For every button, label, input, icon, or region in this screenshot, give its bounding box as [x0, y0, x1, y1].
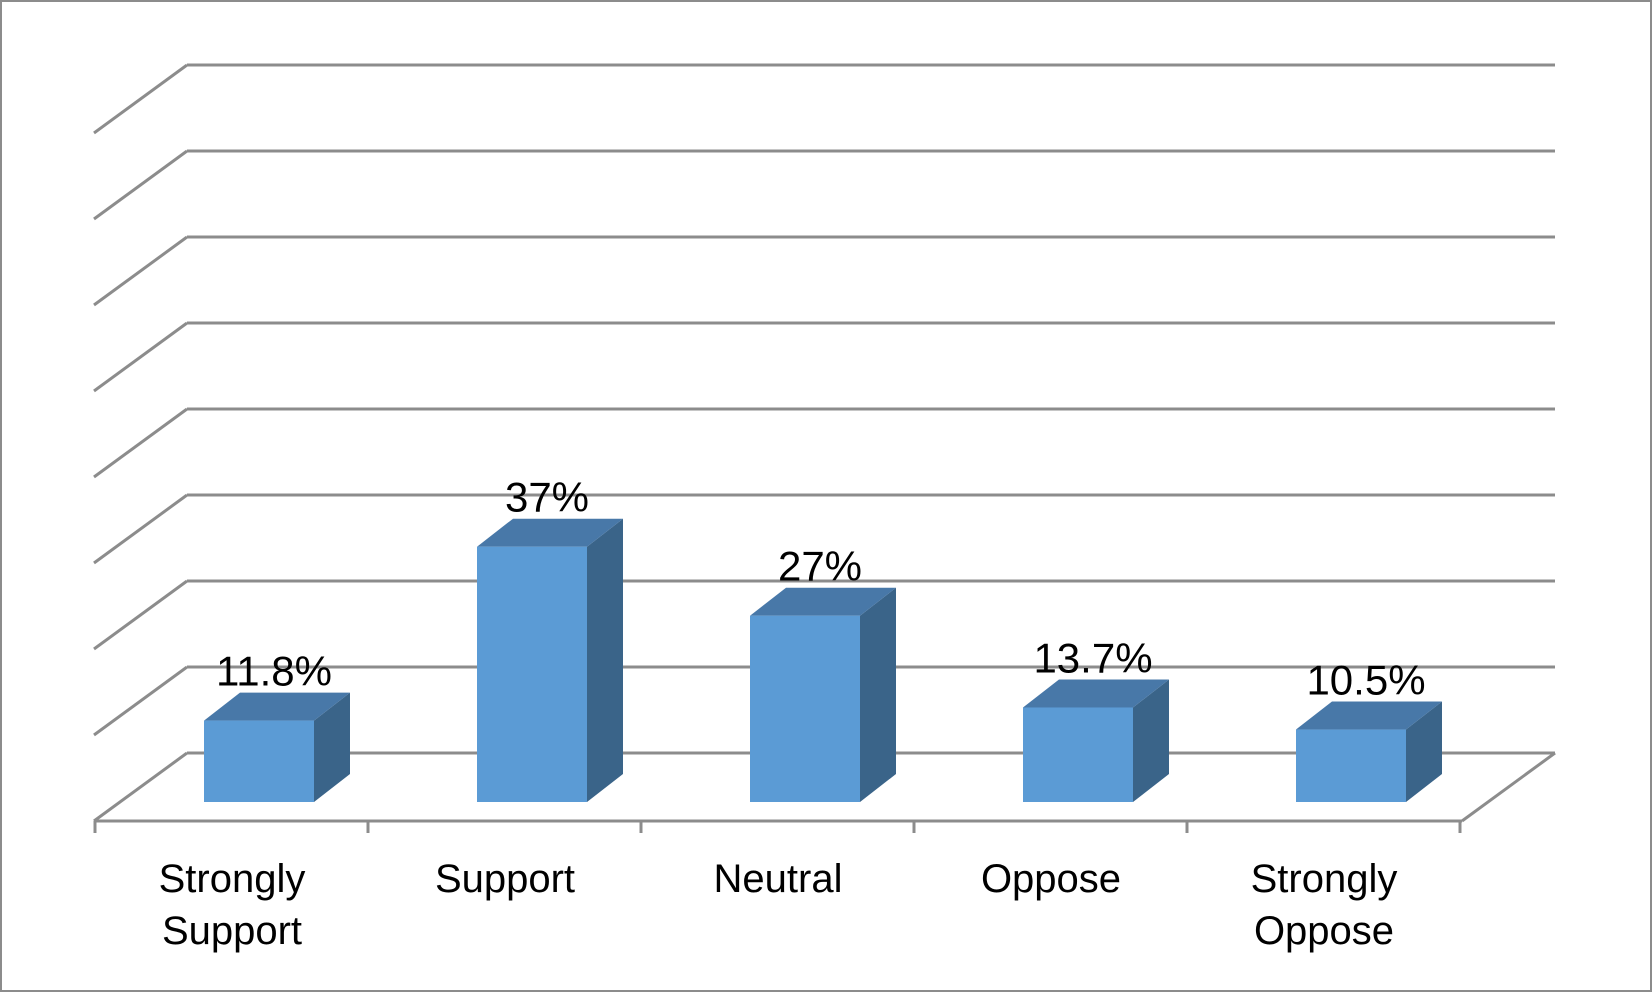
gridline-side — [93, 579, 188, 651]
category-label: Neutral — [714, 857, 843, 901]
bar-3 — [750, 587, 896, 802]
bar-top — [477, 518, 623, 547]
gridline-side — [93, 665, 188, 737]
bar-front — [1296, 729, 1406, 802]
data-label: 11.8% — [216, 648, 332, 695]
category-label: Oppose — [981, 857, 1121, 901]
gridline-side — [93, 407, 188, 479]
gridline-side — [93, 493, 188, 565]
category-label-line: Support — [435, 857, 575, 901]
category-label-line: Oppose — [1254, 909, 1394, 953]
bar-front — [477, 546, 587, 802]
bar-side — [1406, 701, 1442, 802]
category-label-line: Strongly — [1251, 857, 1398, 901]
gridlines — [93, 63, 1556, 823]
category-label-line: Neutral — [714, 857, 843, 901]
data-label: 13.7% — [1033, 634, 1152, 681]
bar-top — [1023, 679, 1169, 708]
bar-front — [750, 615, 860, 802]
gridline-side — [93, 63, 188, 135]
bars — [204, 518, 1442, 802]
category-label: Strongly Oppose — [1251, 857, 1398, 953]
bar-side — [314, 692, 350, 802]
category-label: Support — [435, 857, 575, 901]
bar-top — [750, 587, 896, 616]
bar-2 — [477, 518, 623, 802]
bar-front — [1023, 707, 1133, 802]
category-label-line: Oppose — [981, 857, 1121, 901]
category-label: Strongly Support — [159, 857, 306, 953]
bar-top — [204, 692, 350, 721]
gridline-side — [93, 235, 188, 307]
bar-5 — [1296, 701, 1442, 802]
bar-side — [860, 587, 896, 802]
gridline-side — [93, 321, 188, 393]
category-label-line: Support — [162, 909, 302, 953]
data-label: 37% — [505, 474, 589, 521]
bar-side — [1133, 679, 1169, 802]
bar-1 — [204, 692, 350, 802]
category-label-line: Strongly — [159, 857, 306, 901]
gridline-side — [93, 751, 188, 823]
data-labels: 11.8% 37% 27% 13.7% 10.5% — [216, 474, 1426, 704]
bar-4 — [1023, 679, 1169, 802]
bar-top — [1296, 701, 1442, 730]
gridline-side — [93, 149, 188, 221]
floor-edge-right — [1461, 751, 1556, 823]
data-label: 10.5% — [1306, 657, 1425, 704]
bar-side — [587, 518, 623, 802]
bar-front — [204, 720, 314, 802]
data-label: 27% — [778, 543, 862, 590]
